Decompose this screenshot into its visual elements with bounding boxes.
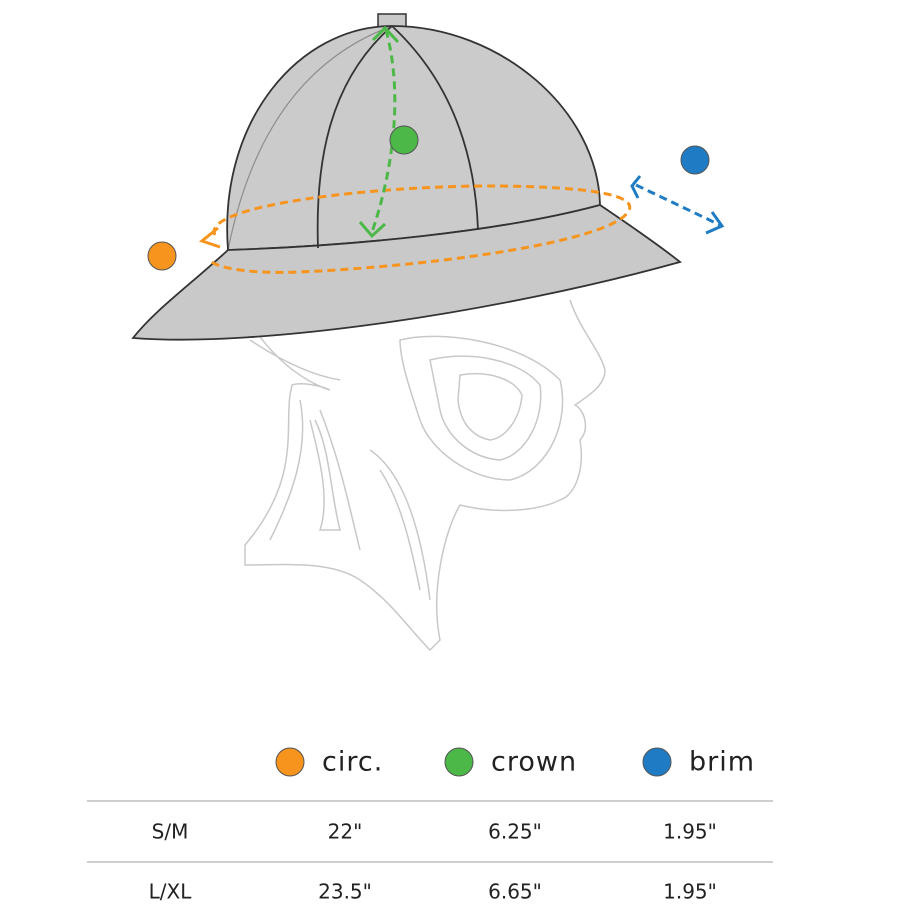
table-cell: 1.95" bbox=[663, 880, 717, 904]
table-cell: 1.95" bbox=[663, 820, 717, 844]
table-cell: 6.65" bbox=[488, 880, 542, 904]
legend-swatch bbox=[275, 747, 305, 777]
table-cell: 6.25" bbox=[488, 820, 542, 844]
head-illustration bbox=[244, 299, 606, 652]
legend-swatch bbox=[642, 747, 672, 777]
legend-swatch bbox=[444, 747, 474, 777]
table-cell: 23.5" bbox=[318, 880, 372, 904]
legend-label: crown bbox=[491, 747, 577, 778]
measure-arrows bbox=[147, 25, 725, 274]
table-cell: 22" bbox=[328, 820, 363, 844]
hat-illustration bbox=[131, 13, 682, 341]
legend-label: circ. bbox=[322, 747, 383, 778]
table-cell: L/XL bbox=[149, 880, 193, 904]
legend-label: brim bbox=[689, 747, 755, 778]
table-cell: S/M bbox=[152, 820, 189, 844]
